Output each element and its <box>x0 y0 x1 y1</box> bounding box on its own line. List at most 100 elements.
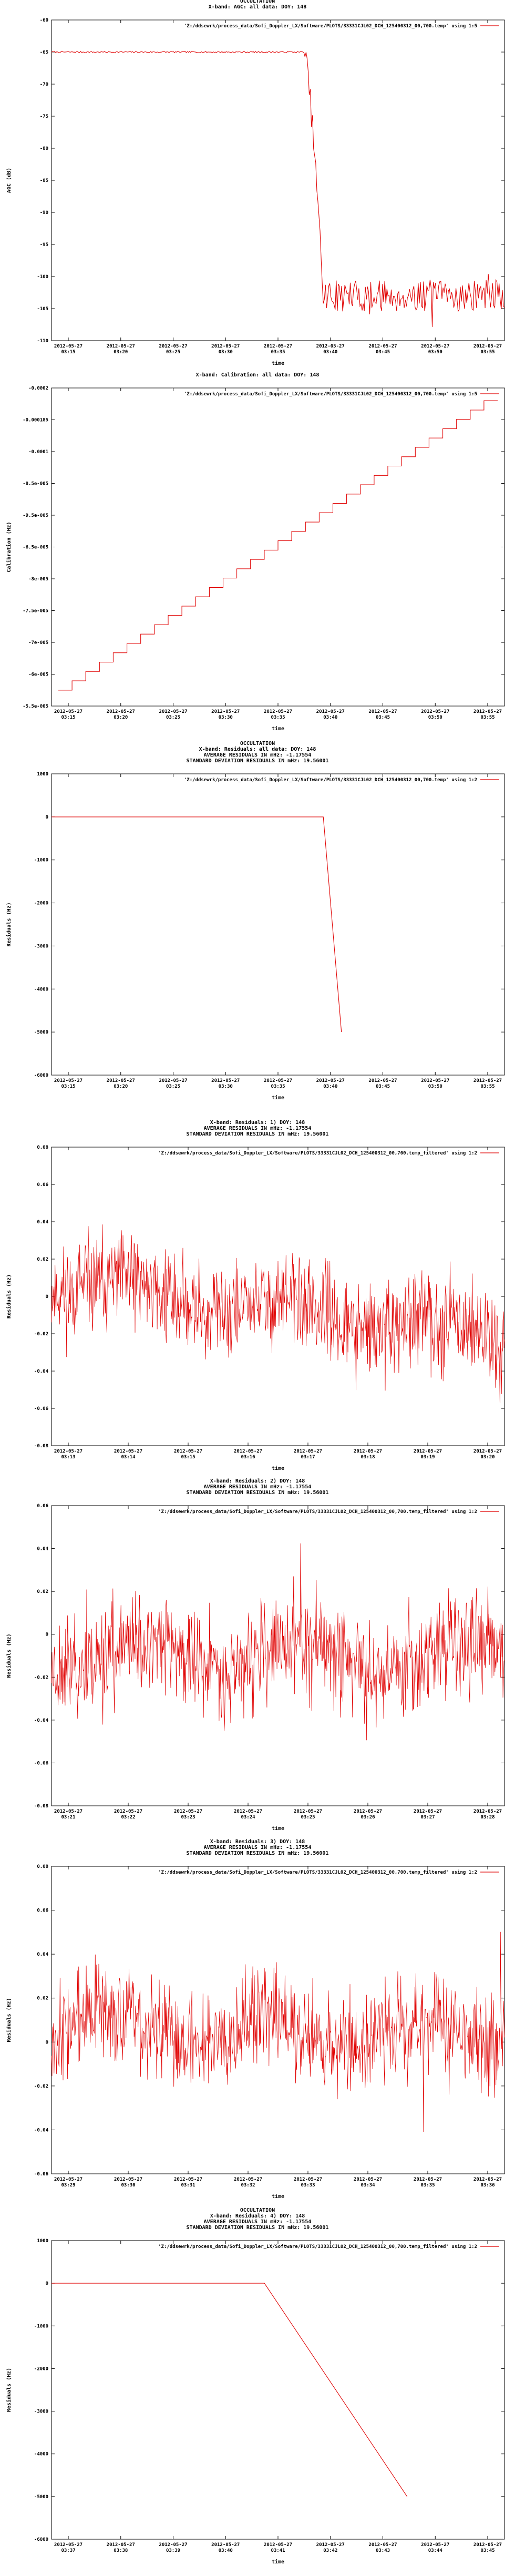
x-tick-time: 03:41 <box>271 2548 285 2553</box>
x-tick-date: 2012-05-27 <box>114 1449 142 1454</box>
y-tick-label: -0.08 <box>34 1804 48 1809</box>
x-tick-time: 03:14 <box>121 1455 136 1460</box>
series-line <box>52 2283 407 2497</box>
x-tick-date: 2012-05-27 <box>264 2542 292 2548</box>
series-line <box>52 817 342 1032</box>
plot-frame <box>52 2241 504 2539</box>
x-tick-time: 03:45 <box>376 350 390 355</box>
x-tick-time: 03:40 <box>323 350 337 355</box>
y-tick-label: -5000 <box>34 1030 48 1035</box>
y-tick-label: -1000 <box>34 2324 48 2329</box>
legend: 'Z:/ddsewrk/process_data/Sofi_Doppler_LX… <box>158 1150 499 1156</box>
y-tick-label: -0.02 <box>34 1675 48 1680</box>
x-tick-date: 2012-05-27 <box>354 1449 382 1454</box>
plot-frame <box>52 20 504 341</box>
y-tick-label: -0.000185 <box>23 418 48 423</box>
y-axis-label: Residuals (Hz) <box>6 2368 12 2412</box>
legend: 'Z:/ddsewrk/process_data/Sofi_Doppler_LX… <box>184 23 499 29</box>
x-tick-date: 2012-05-27 <box>54 344 83 349</box>
y-tick-label: 0.06 <box>37 1504 48 1509</box>
x-tick-time: 03:30 <box>219 715 233 720</box>
chart-title-line: OCCULTATION <box>240 2207 275 2213</box>
y-tick-label: 0.02 <box>37 1257 48 1262</box>
chart-title-line: STANDARD DEVIATION RESIDUALS IN mHz: 19.… <box>187 1490 329 1496</box>
y-tick-label: -105 <box>37 306 48 312</box>
legend-entry: 'Z:/ddsewrk/process_data/Sofi_Doppler_LX… <box>158 1869 477 1875</box>
legend: 'Z:/ddsewrk/process_data/Sofi_Doppler_LX… <box>184 777 499 783</box>
y-tick-label: -0.02 <box>34 2084 48 2089</box>
y-tick-label: -0.02 <box>34 1332 48 1337</box>
chart-title-line: AVERAGE RESIDUALS IN mHz: -1.17554 <box>204 1126 312 1131</box>
y-tick-label: -60 <box>40 18 48 23</box>
x-tick-date: 2012-05-27 <box>107 709 135 714</box>
y-tick-label: -85 <box>40 178 48 183</box>
chart-title-line: X-band: Residuals: all data: DOY: 148 <box>199 746 316 752</box>
y-tick-label: 0 <box>46 1294 48 1300</box>
x-tick-time: 03:29 <box>61 2183 75 2188</box>
x-tick-time: 03:44 <box>428 2548 443 2553</box>
x-tick-time: 03:33 <box>301 2183 315 2188</box>
chart-title-line: STANDARD DEVIATION RESIDUALS IN mHz: 19.… <box>187 1131 329 1137</box>
y-tick-label: 0.06 <box>37 1182 48 1188</box>
x-tick-date: 2012-05-27 <box>159 709 187 714</box>
y-tick-label: -6000 <box>34 2537 48 2542</box>
x-tick-date: 2012-05-27 <box>421 344 449 349</box>
plot-frame <box>52 1866 504 2174</box>
y-tick-label: -4000 <box>34 2452 48 2457</box>
x-tick-time: 03:25 <box>166 715 180 720</box>
x-tick-date: 2012-05-27 <box>114 2177 142 2182</box>
x-tick-time: 03:20 <box>114 1084 128 1089</box>
x-tick-date: 2012-05-27 <box>316 344 345 349</box>
y-tick-label: -7.5e-005 <box>23 609 48 614</box>
y-axis-label: Calibration (Hz) <box>6 522 12 572</box>
x-tick-time: 03:36 <box>480 2183 495 2188</box>
chart-title-line: AVERAGE RESIDUALS IN mHz: -1.17554 <box>204 2219 312 2225</box>
x-tick-date: 2012-05-27 <box>414 2177 442 2182</box>
x-tick-date: 2012-05-27 <box>264 344 292 349</box>
x-tick-date: 2012-05-27 <box>107 1078 135 1083</box>
x-tick-date: 2012-05-27 <box>211 2542 240 2548</box>
y-tick-label: -100 <box>37 274 48 280</box>
y-tick-label: 0 <box>46 815 48 820</box>
chart-title-line: X-band: AGC: all data: DOY: 148 <box>209 4 307 10</box>
x-tick-date: 2012-05-27 <box>54 1809 83 1814</box>
x-tick-date: 2012-05-27 <box>114 1809 142 1814</box>
x-tick-date: 2012-05-27 <box>54 1449 83 1454</box>
x-tick-time: 03:35 <box>271 1084 285 1089</box>
y-tick-label: -5.5e-005 <box>23 704 48 709</box>
x-tick-date: 2012-05-27 <box>473 344 502 349</box>
chart-title-line: X-band: Residuals: 2) DOY: 148 <box>210 1478 305 1484</box>
x-tick-time: 03:26 <box>360 1815 375 1820</box>
x-tick-time: 03:38 <box>114 2548 128 2553</box>
x-tick-time: 03:42 <box>323 2548 337 2553</box>
x-tick-date: 2012-05-27 <box>107 344 135 349</box>
legend: 'Z:/ddsewrk/process_data/Sofi_Doppler_LX… <box>158 1869 499 1875</box>
y-tick-label: -0.06 <box>34 1761 48 1766</box>
y-tick-label: -2000 <box>34 2366 48 2371</box>
x-tick-date: 2012-05-27 <box>107 2542 135 2548</box>
y-tick-label: 0.02 <box>37 1996 48 2001</box>
chart-title-line: X-band: Residuals: 4) DOY: 148 <box>210 2213 305 2219</box>
y-tick-label: -9.5e-005 <box>23 513 48 518</box>
chart-title-line: AVERAGE RESIDUALS IN mHz: -1.17554 <box>204 1845 312 1851</box>
x-tick-date: 2012-05-27 <box>294 1809 322 1814</box>
x-tick-date: 2012-05-27 <box>174 1449 202 1454</box>
x-tick-time: 03:21 <box>61 1815 75 1820</box>
y-tick-label: -3000 <box>34 2409 48 2415</box>
y-tick-label: -110 <box>37 339 48 344</box>
y-tick-label: -5000 <box>34 2495 48 2500</box>
x-tick-date: 2012-05-27 <box>354 1809 382 1814</box>
x-tick-time: 03:31 <box>181 2183 195 2188</box>
x-tick-time: 03:55 <box>480 1084 495 1089</box>
x-tick-date: 2012-05-27 <box>54 709 83 714</box>
x-tick-time: 03:34 <box>360 2183 375 2188</box>
chart-title-line: STANDARD DEVIATION RESIDUALS IN mHz: 19.… <box>187 758 329 764</box>
y-tick-label: 1000 <box>37 2238 48 2244</box>
x-tick-time: 03:18 <box>360 1455 375 1460</box>
chart-title-line: OCCULTATION <box>240 0 275 4</box>
y-tick-label: 0 <box>46 2040 48 2045</box>
x-tick-time: 03:40 <box>323 1084 337 1089</box>
